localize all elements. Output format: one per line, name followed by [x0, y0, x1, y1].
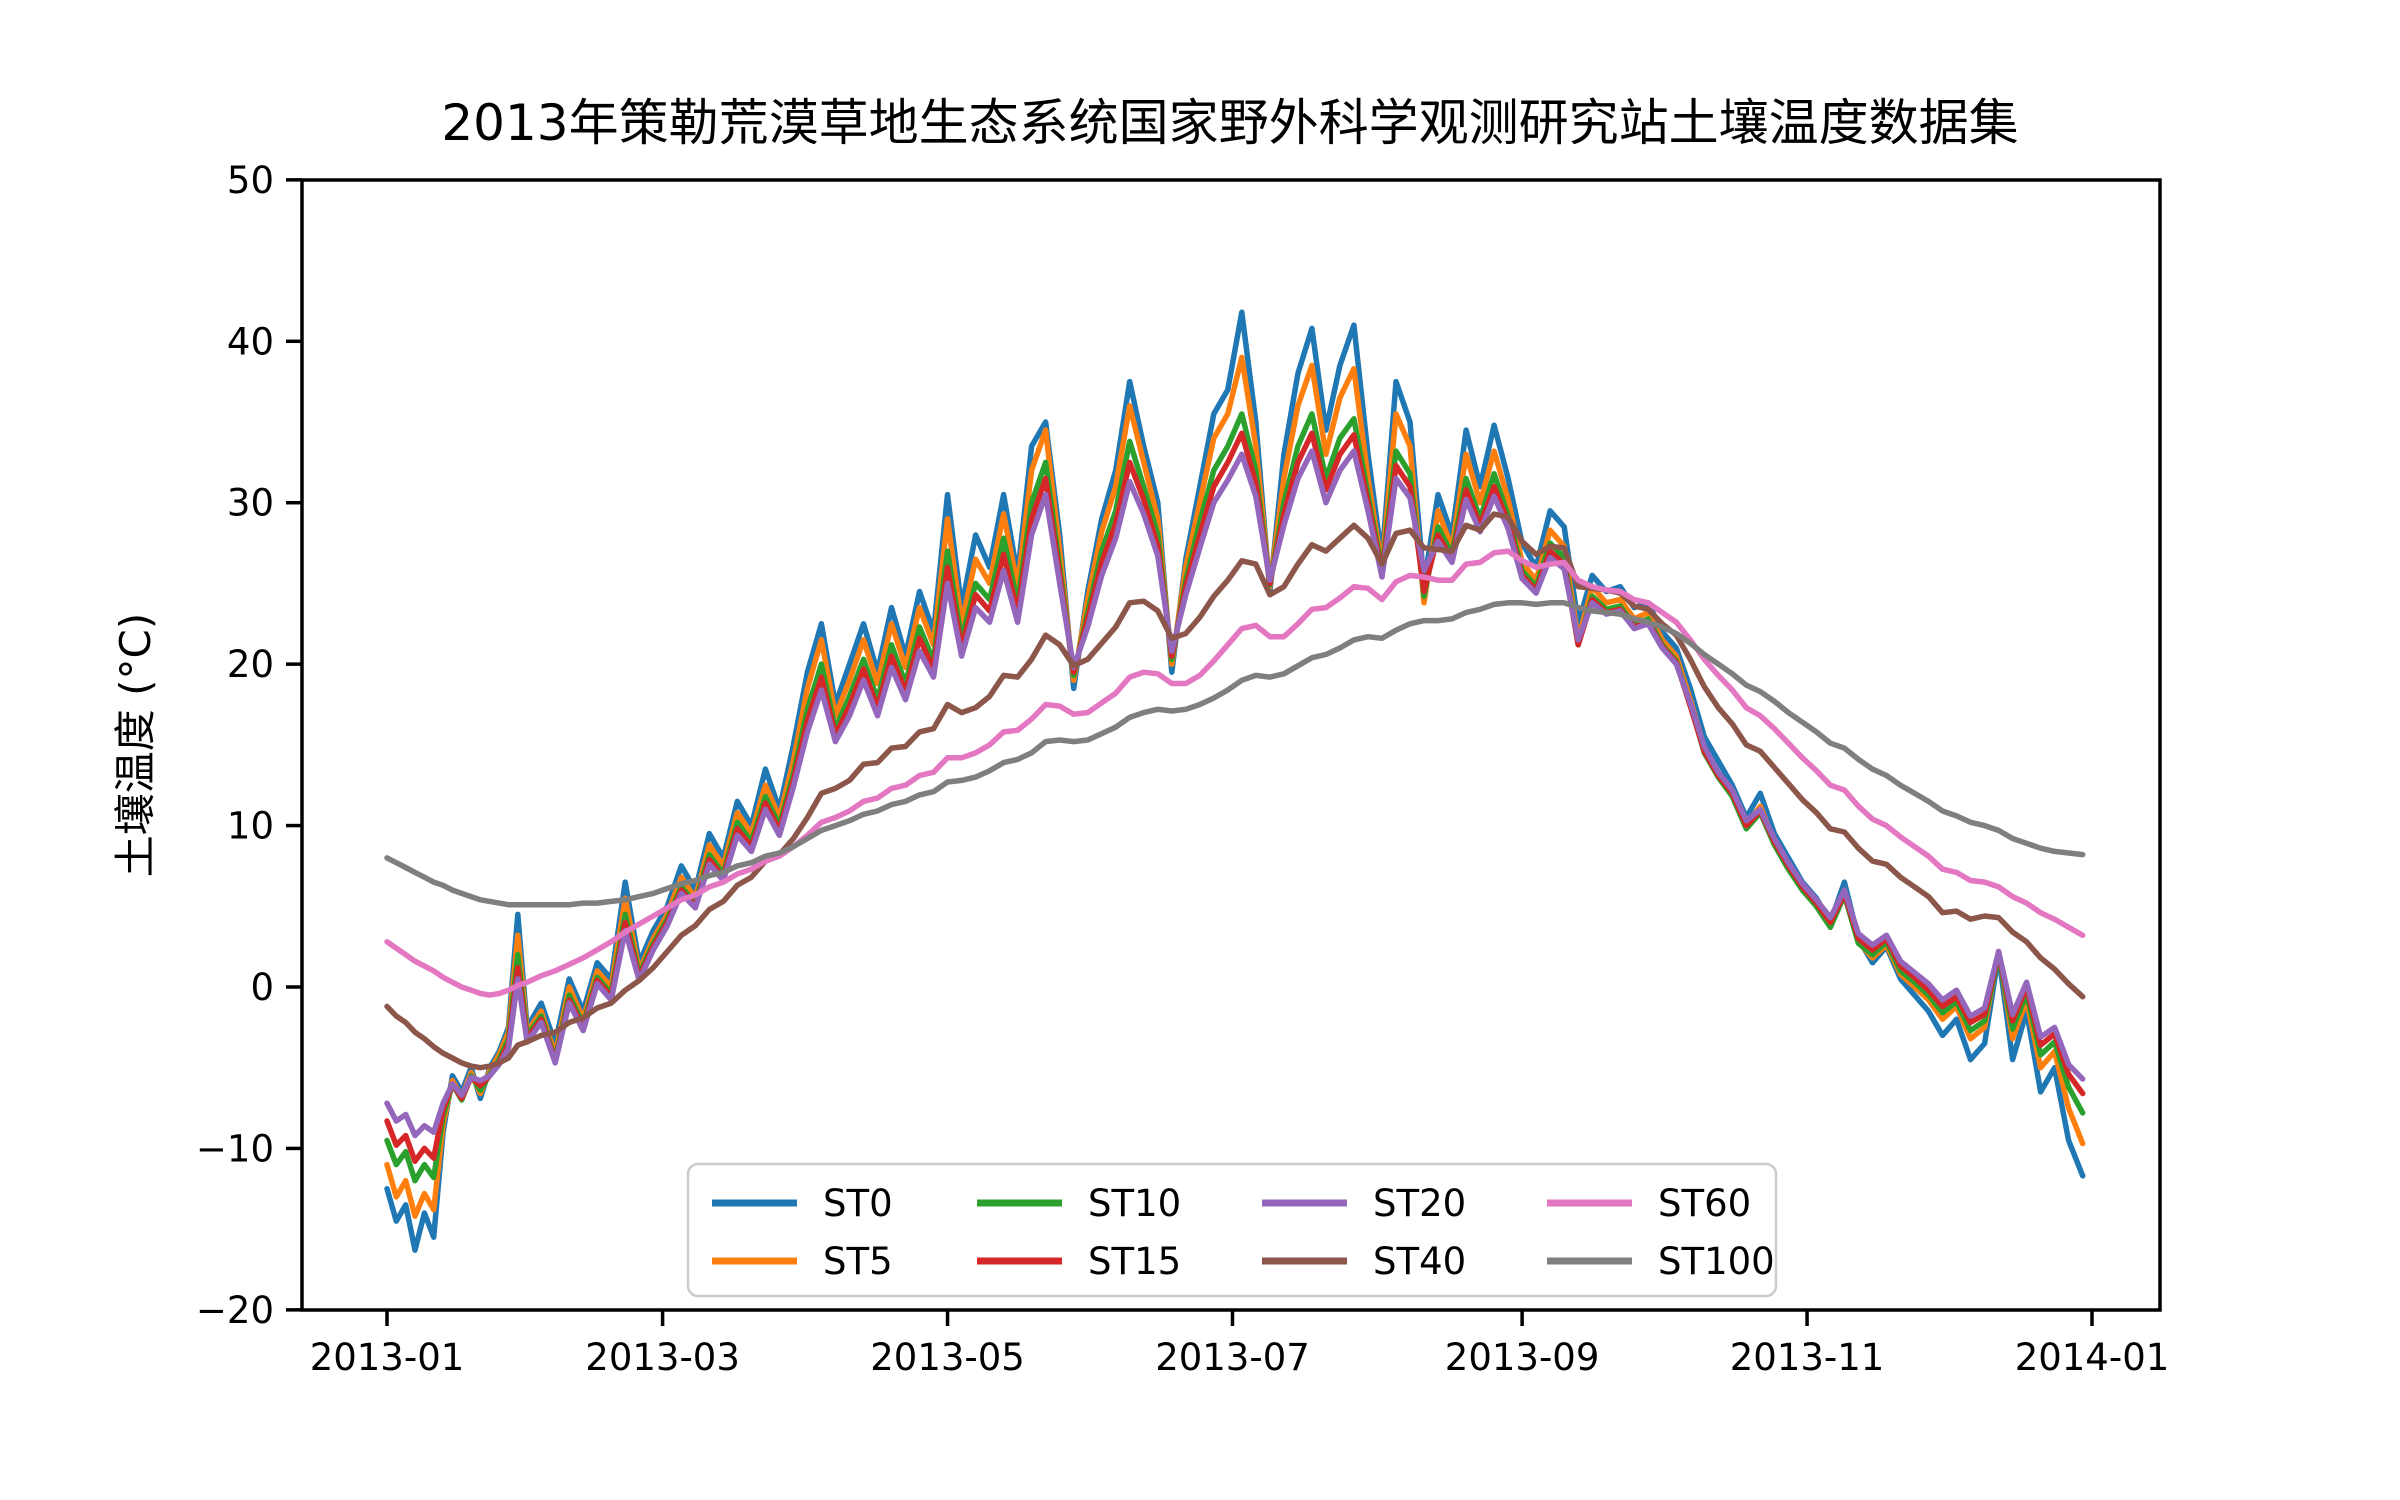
series-line-ST15	[384, 430, 2086, 1165]
x-tick-label: 2013-07	[1155, 1336, 1310, 1379]
y-tick-label: 0	[250, 966, 274, 1009]
series-line-ST20	[384, 448, 2086, 1139]
legend-entry-ST10: ST10	[977, 1182, 1181, 1225]
plot-border	[300, 178, 2162, 1312]
legend-entry-ST40: ST40	[1262, 1240, 1466, 1283]
x-tick-label: 2013-05	[870, 1336, 1025, 1379]
y-tick-label: 20	[227, 643, 274, 686]
legend-label-ST15: ST15	[1088, 1240, 1181, 1283]
series-line-ST100	[384, 600, 2086, 908]
series-line-ST60	[384, 548, 2086, 998]
y-tick-label: 10	[227, 805, 274, 848]
y-tick-label: −20	[196, 1289, 274, 1332]
legend-entry-ST100: ST100	[1547, 1240, 1775, 1283]
x-tick-label: 2013-03	[585, 1336, 740, 1379]
y-tick-label: 50	[227, 159, 274, 202]
legend-label-ST10: ST10	[1088, 1182, 1181, 1225]
legend-label-ST40: ST40	[1373, 1240, 1466, 1283]
x-tick-label: 2013-09	[1445, 1336, 1600, 1379]
y-axis-label: 土壤温度 (°C)	[111, 613, 160, 877]
chart-title: 2013年策勒荒漠草地生态系统国家野外科学观测研究站土壤温度数据集	[441, 94, 2018, 152]
y-tick-label: 40	[227, 320, 274, 363]
legend-label-ST100: ST100	[1658, 1240, 1775, 1283]
legend-box	[686, 1162, 1778, 1298]
axes-frame: 2013-01 2013-03 2013-05 2013-07 2013-09 2013-…	[196, 159, 2169, 1379]
legend-label-ST60: ST60	[1658, 1182, 1751, 1225]
y-tick-label: 30	[227, 482, 274, 525]
x-tick-label: 2013-11	[1730, 1336, 1885, 1379]
legend: ST0 ST5 ST10 ST15 ST20 ST40 ST60 ST100	[686, 1162, 1778, 1298]
series-lines	[384, 309, 2086, 1253]
legend-entry-ST15: ST15	[977, 1240, 1181, 1283]
legend-entry-ST20: ST20	[1262, 1182, 1466, 1225]
legend-label-ST0: ST0	[823, 1182, 893, 1225]
x-tick-label: 2013-01	[310, 1336, 465, 1379]
legend-label-ST20: ST20	[1373, 1182, 1466, 1225]
series-line-ST40	[384, 511, 2086, 1071]
legend-entry-ST60: ST60	[1547, 1182, 1751, 1225]
legend-entry-ST5: ST5	[712, 1240, 893, 1283]
series-line-ST10	[384, 411, 2086, 1184]
legend-label-ST5: ST5	[823, 1240, 893, 1283]
legend-entry-ST0: ST0	[712, 1182, 893, 1225]
x-tick-label: 2014-01	[2015, 1336, 2170, 1379]
y-tick-label: −10	[196, 1127, 274, 1170]
